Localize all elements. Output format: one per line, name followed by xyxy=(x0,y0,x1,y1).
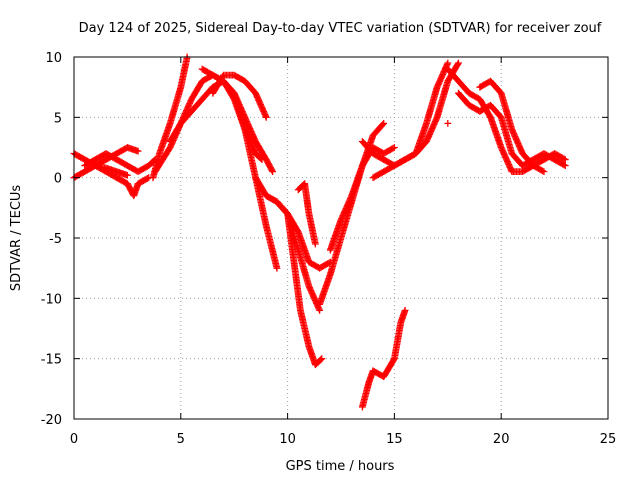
data-point xyxy=(258,156,266,163)
data-point xyxy=(144,175,151,182)
data-point xyxy=(268,166,276,174)
data-point xyxy=(257,155,265,162)
series-arc-12 xyxy=(262,192,326,369)
data-point xyxy=(317,356,325,364)
data-point xyxy=(561,156,569,163)
axis-ticks xyxy=(73,56,609,420)
series-arc-3 xyxy=(91,162,153,200)
x-tick-label: 25 xyxy=(600,432,617,447)
data-point xyxy=(124,171,131,179)
y-tick-label: -15 xyxy=(41,353,62,368)
y-tick-label: -10 xyxy=(41,292,62,307)
series-arc-13 xyxy=(273,198,334,272)
data-point xyxy=(391,144,398,151)
series-arc-21 xyxy=(444,65,569,176)
data-point xyxy=(401,307,409,314)
y-tick-label: 0 xyxy=(54,172,62,187)
y-axis-label: SDTVAR / TECUs xyxy=(9,185,24,292)
data-point xyxy=(273,264,281,272)
data-point xyxy=(560,161,568,169)
y-tick-label: 10 xyxy=(45,51,62,66)
y-tick-label: 5 xyxy=(54,111,62,126)
series-arc-22 xyxy=(476,77,548,176)
data-point xyxy=(389,144,397,152)
series-arc-9 xyxy=(209,71,270,121)
data-point xyxy=(379,121,387,128)
x-tick-label: 20 xyxy=(493,432,510,447)
data-point xyxy=(539,167,546,175)
series-arc-23 xyxy=(444,119,452,127)
data-point xyxy=(262,113,270,121)
x-tick-label: 5 xyxy=(177,432,185,447)
x-tick-label: 0 xyxy=(70,432,78,447)
data-point xyxy=(444,119,452,127)
y-tick-label: -5 xyxy=(49,232,62,247)
x-tick-label: 15 xyxy=(386,432,403,447)
data-point xyxy=(540,168,548,176)
data-point xyxy=(316,307,324,314)
series-arc-19 xyxy=(358,307,409,411)
data-point xyxy=(454,60,462,68)
x-axis-label: GPS time / hours xyxy=(286,459,395,474)
y-tick-labels: -20 -15 -10 -5 0 5 10 xyxy=(41,51,62,428)
data-series xyxy=(70,53,569,411)
series-arc-14 xyxy=(294,180,319,248)
data-point xyxy=(561,162,569,169)
data-point xyxy=(318,355,326,363)
series-arc-4 xyxy=(81,150,159,176)
data-point xyxy=(380,119,388,127)
y-tick-label: -20 xyxy=(41,413,62,428)
data-point xyxy=(325,259,333,267)
data-point xyxy=(560,155,568,163)
data-point xyxy=(455,59,462,67)
data-point xyxy=(311,240,319,248)
data-point xyxy=(134,147,142,155)
x-tick-labels: 0 5 10 15 20 25 xyxy=(70,432,616,447)
chart-title: Day 124 of 2025, Sidereal Day-to-day VTE… xyxy=(79,21,602,36)
x-tick-label: 10 xyxy=(279,432,296,447)
data-point xyxy=(269,168,277,176)
data-point xyxy=(444,59,452,67)
